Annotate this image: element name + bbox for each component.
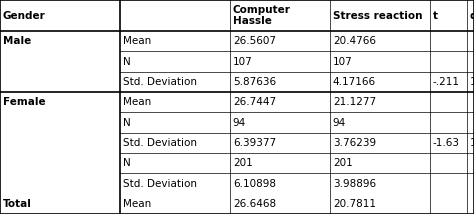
Text: Mean: Mean [123, 97, 151, 107]
Text: 26.6468: 26.6468 [233, 199, 276, 209]
Text: Gender: Gender [3, 10, 46, 21]
Text: 4.17166: 4.17166 [333, 77, 376, 87]
Text: -.211: -.211 [433, 77, 460, 87]
Text: 6.10898: 6.10898 [233, 178, 276, 189]
Text: N: N [123, 56, 131, 67]
Text: Mean: Mean [123, 199, 151, 209]
Text: 94: 94 [333, 117, 346, 128]
Text: 6.39377: 6.39377 [233, 138, 276, 148]
Text: 94: 94 [233, 117, 246, 128]
Text: Stress reaction: Stress reaction [333, 10, 422, 21]
Text: Std. Deviation: Std. Deviation [123, 178, 197, 189]
Text: 21.1277: 21.1277 [333, 97, 376, 107]
Text: Male: Male [3, 36, 31, 46]
Text: 5.87636: 5.87636 [233, 77, 276, 87]
Text: Computer
Hassle: Computer Hassle [233, 5, 291, 26]
Text: df: df [470, 10, 474, 21]
Text: 20.7811: 20.7811 [333, 199, 376, 209]
Text: N: N [123, 158, 131, 168]
Text: Total: Total [3, 199, 32, 209]
Text: Std. Deviation: Std. Deviation [123, 77, 197, 87]
Text: 201: 201 [233, 158, 253, 168]
Text: Mean: Mean [123, 36, 151, 46]
Text: 107: 107 [233, 56, 253, 67]
Text: 199: 199 [470, 138, 474, 148]
Text: 201: 201 [333, 158, 353, 168]
Text: Female: Female [3, 97, 46, 107]
Text: t: t [433, 10, 438, 21]
Text: N: N [123, 117, 131, 128]
Text: 107: 107 [333, 56, 353, 67]
Text: 199: 199 [470, 77, 474, 87]
Text: 26.7447: 26.7447 [233, 97, 276, 107]
Text: 26.5607: 26.5607 [233, 36, 276, 46]
Text: 20.4766: 20.4766 [333, 36, 376, 46]
Text: 3.76239: 3.76239 [333, 138, 376, 148]
Text: Std. Deviation: Std. Deviation [123, 138, 197, 148]
Text: -1.63: -1.63 [433, 138, 460, 148]
Text: 3.98896: 3.98896 [333, 178, 376, 189]
